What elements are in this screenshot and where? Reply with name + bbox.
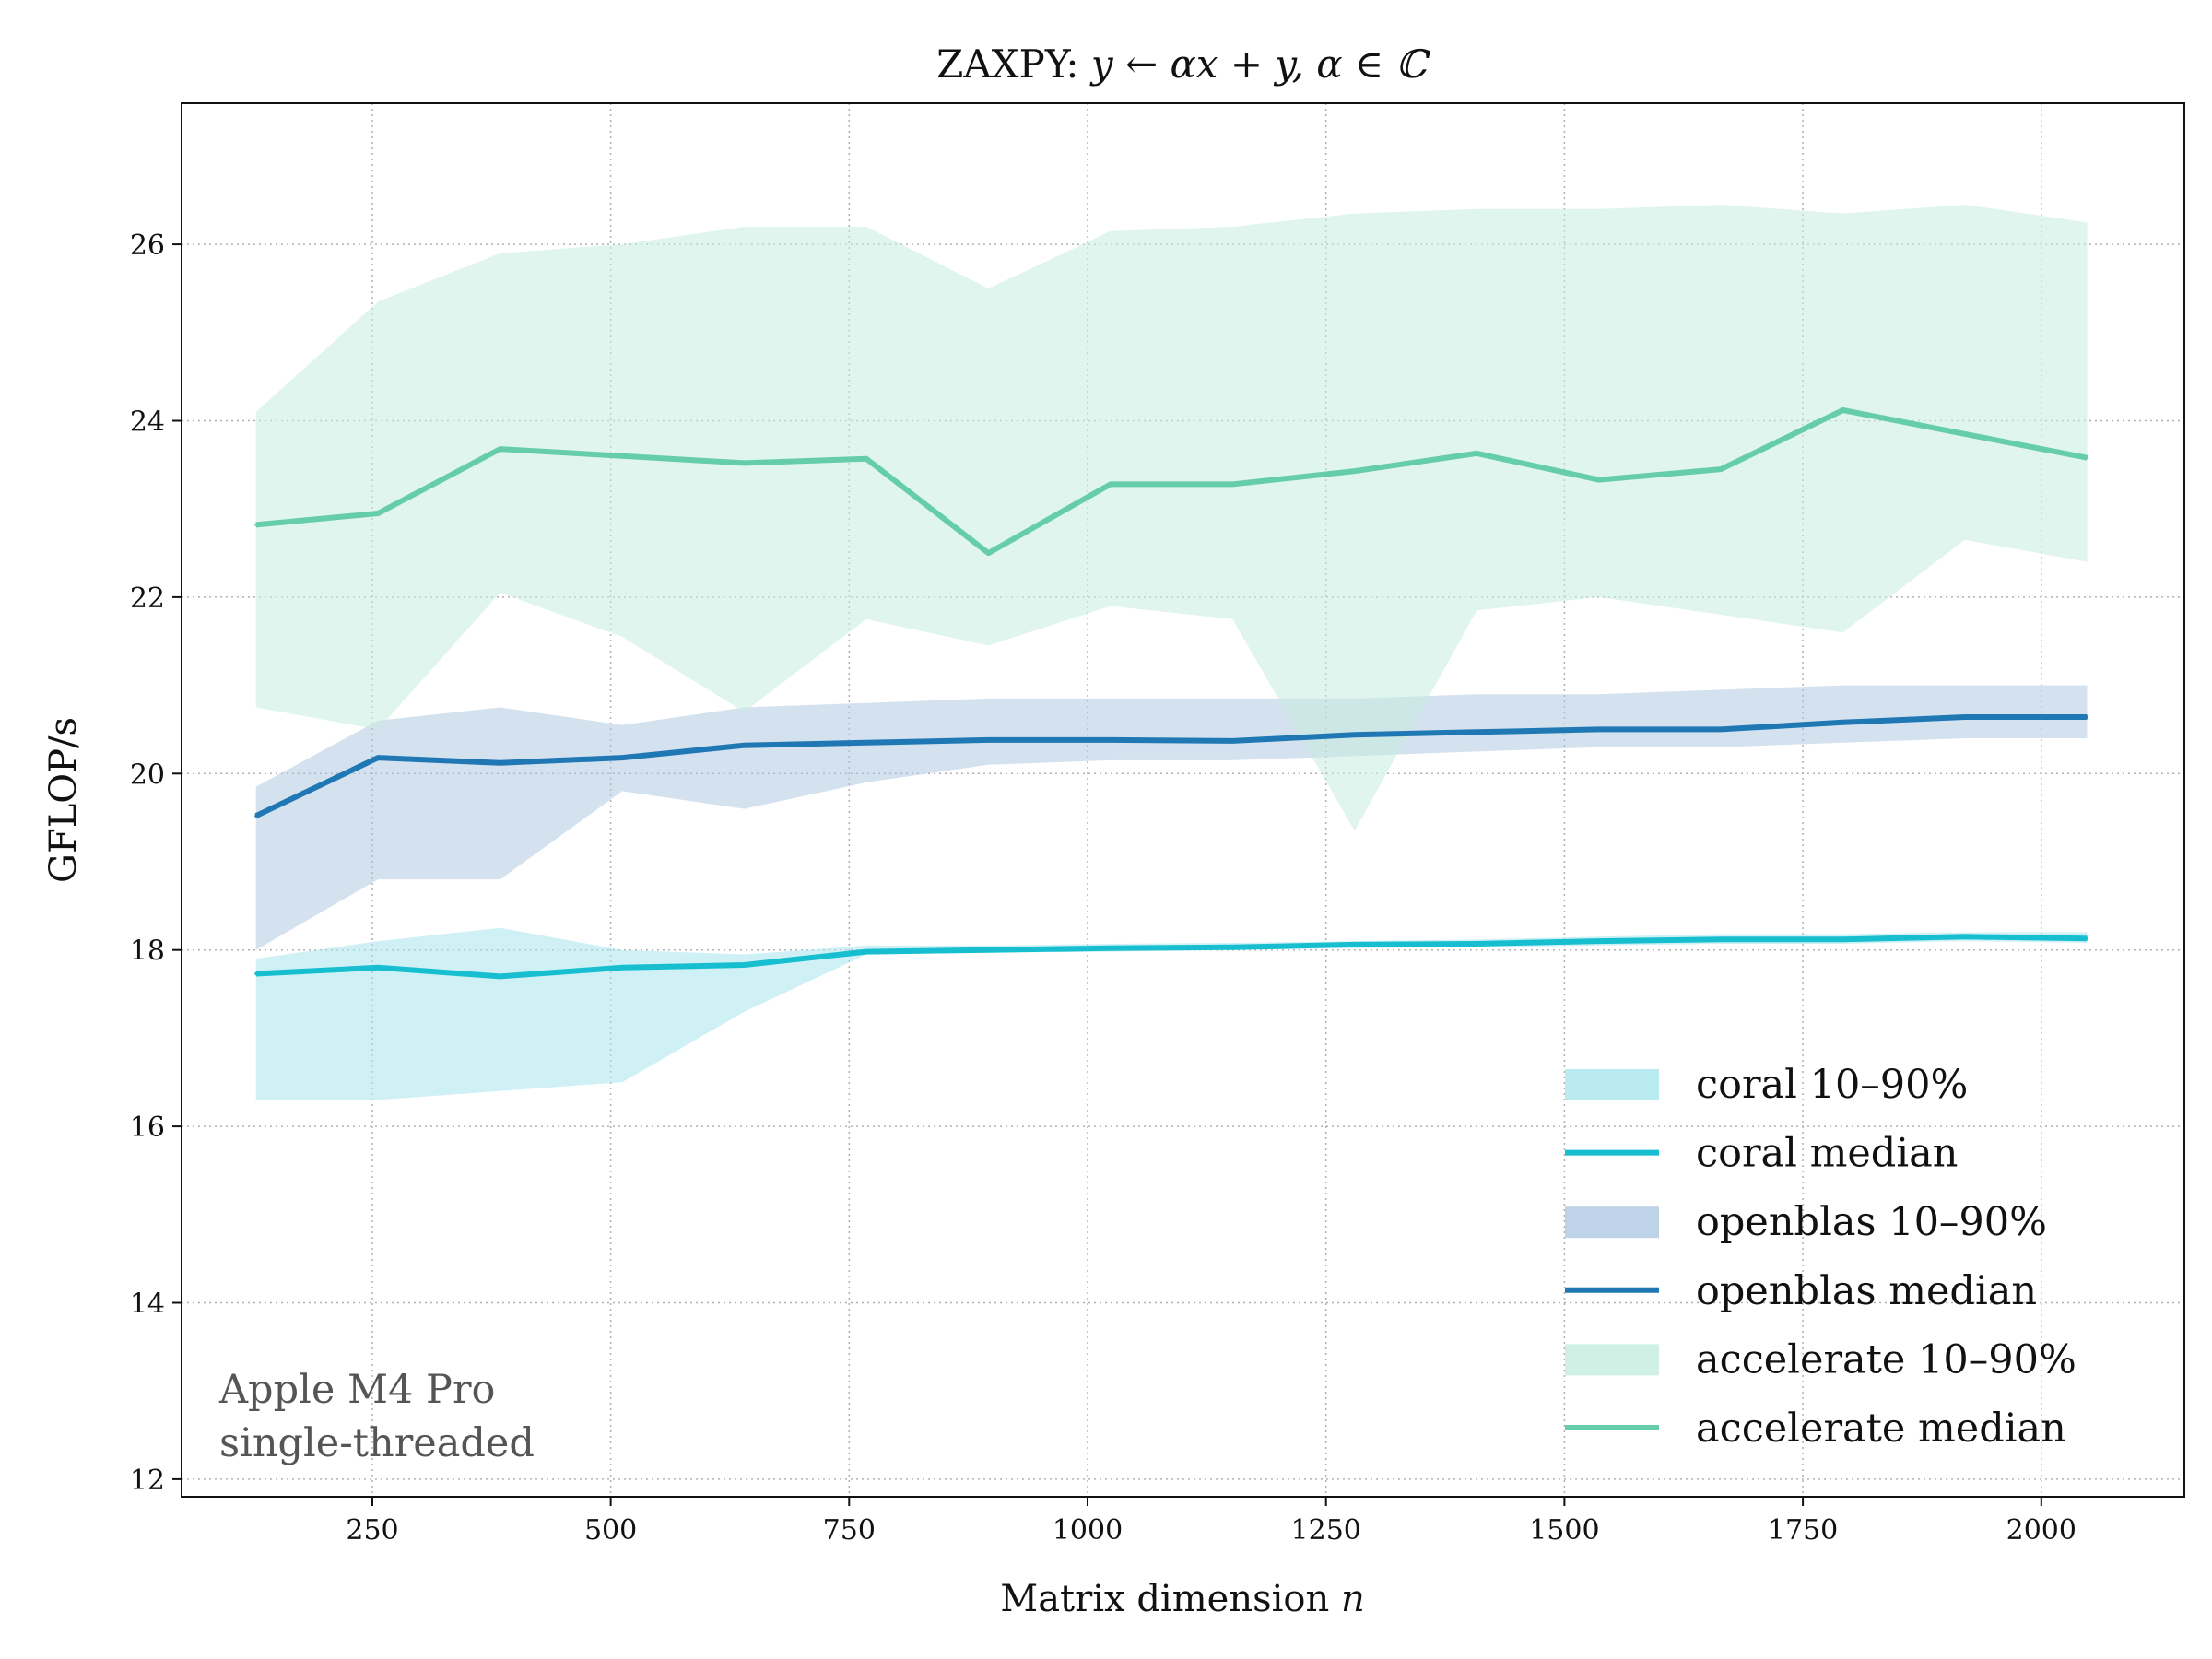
x-tick-label: 1500 <box>1529 1514 1599 1547</box>
accelerate-median-point <box>743 461 746 465</box>
legend-swatch-accelerate-band <box>1565 1344 1659 1376</box>
coral-median-point <box>1353 943 1357 947</box>
openblas-median-point <box>1963 715 1967 719</box>
y-tick-label: 14 <box>130 1288 165 1321</box>
openblas-band <box>255 685 2088 950</box>
chart-title: ZAXPY: y ← αx + y, α ∈ ℂ <box>936 41 1430 87</box>
y-axis-label: GFLOP/s <box>42 717 85 883</box>
openblas-median-point <box>620 756 624 759</box>
x-axis-label-var: n <box>1341 1578 1365 1620</box>
legend-label: coral 10–90% <box>1696 1062 1968 1108</box>
accelerate-median-point <box>620 454 624 458</box>
y-tick-label: 18 <box>130 935 165 968</box>
coral-median-point <box>499 974 502 978</box>
openblas-median-point <box>1109 738 1112 742</box>
x-axis-label-prefix: Matrix dimension <box>1000 1578 1341 1620</box>
openblas-median-point <box>1353 733 1357 736</box>
coral-median-point <box>743 963 746 967</box>
coral-band <box>255 927 2088 1100</box>
legend-label: openblas 10–90% <box>1696 1199 2047 1245</box>
openblas-median-point <box>743 744 746 747</box>
coral-median-point <box>254 972 258 975</box>
legend-swatch-openblas-band <box>1565 1206 1659 1239</box>
coral-median-point <box>1597 939 1601 943</box>
x-tick-label: 1750 <box>1768 1514 1838 1547</box>
openblas-median-point <box>1719 727 1723 731</box>
openblas-median-point <box>376 756 380 759</box>
legend-label: accelerate 10–90% <box>1696 1336 2077 1382</box>
x-axis-label: Matrix dimension n <box>1000 1578 1364 1620</box>
accelerate-median-point <box>865 457 868 461</box>
accelerate-band <box>255 205 2088 831</box>
coral-median-line <box>255 934 2088 980</box>
openblas-median-point <box>1841 721 1845 724</box>
coral-median-point <box>865 950 868 954</box>
accelerate-median-point <box>1230 482 1234 486</box>
x-tick-label: 250 <box>346 1514 398 1547</box>
accelerate-median-point <box>499 447 502 451</box>
accelerate-median-line <box>255 407 2088 557</box>
coral-median-point <box>1841 937 1845 941</box>
x-tick-label: 1250 <box>1291 1514 1361 1547</box>
openblas-median-point <box>1597 727 1601 731</box>
y-tick-label: 24 <box>130 406 165 439</box>
coral-median-point <box>1475 942 1478 946</box>
y-tick-label: 22 <box>130 582 165 615</box>
coral-median-point <box>1109 947 1112 950</box>
accelerate-median-point <box>1353 469 1357 473</box>
accelerate-median-point <box>1109 482 1112 486</box>
openblas-median-point <box>254 814 258 818</box>
accelerate-median-point <box>1475 452 1478 455</box>
coral-median-point <box>620 966 624 970</box>
legend-label: openblas median <box>1696 1268 2037 1314</box>
x-tick-label: 750 <box>823 1514 876 1547</box>
median-lines <box>254 407 2088 980</box>
coral-median-point <box>1719 937 1723 941</box>
annotation-line-2: single-threaded <box>219 1420 535 1466</box>
openblas-median-point <box>986 738 990 742</box>
accelerate-median-point <box>1963 432 1967 436</box>
accelerate-median-point <box>1841 408 1845 412</box>
accelerate-median-point <box>376 512 380 515</box>
y-tick-label: 20 <box>130 759 165 791</box>
openblas-median-line <box>254 714 2088 818</box>
accelerate-median-point <box>1719 467 1723 471</box>
openblas-median-point <box>1230 739 1234 743</box>
coral-median-point <box>1230 946 1234 949</box>
x-tick-label: 2000 <box>2006 1514 2077 1547</box>
accelerate-median-point <box>986 551 990 555</box>
chart-title-formula: y ← αx + y, α ∈ ℂ <box>1089 41 1431 87</box>
coral-median-point <box>2086 936 2088 940</box>
legend: coral 10–90% coral median openblas 10–90% o… <box>1565 1062 2077 1452</box>
openblas-median-point <box>499 761 502 765</box>
percentile-bands <box>255 205 2088 1100</box>
y-tick-label: 12 <box>130 1465 165 1497</box>
coral-median-point <box>1963 935 1967 938</box>
legend-swatch-coral-band <box>1565 1069 1659 1100</box>
accelerate-median-point <box>254 523 258 526</box>
coral-median-point <box>986 948 990 952</box>
ticks: 250 500 750 1000 1250 1500 1750 2000 12 14 16 18 20 2… <box>130 229 2077 1547</box>
annotation-line-1: Apple M4 Pro <box>218 1367 495 1413</box>
accelerate-median-point <box>1597 478 1601 482</box>
legend-label: accelerate median <box>1696 1406 2066 1452</box>
x-tick-label: 1000 <box>1053 1514 1123 1547</box>
openblas-median-point <box>865 741 868 745</box>
chart-title-prefix: ZAXPY: <box>936 41 1091 87</box>
coral-median-point <box>376 966 380 970</box>
x-tick-label: 500 <box>584 1514 637 1547</box>
legend-label: coral median <box>1696 1131 1958 1177</box>
openblas-median-point <box>2086 715 2088 719</box>
y-tick-label: 26 <box>130 229 165 262</box>
openblas-median-point <box>1475 730 1478 734</box>
axes-frame <box>181 102 2185 1498</box>
y-tick-label: 16 <box>130 1112 165 1144</box>
accelerate-median-point <box>2086 456 2088 460</box>
